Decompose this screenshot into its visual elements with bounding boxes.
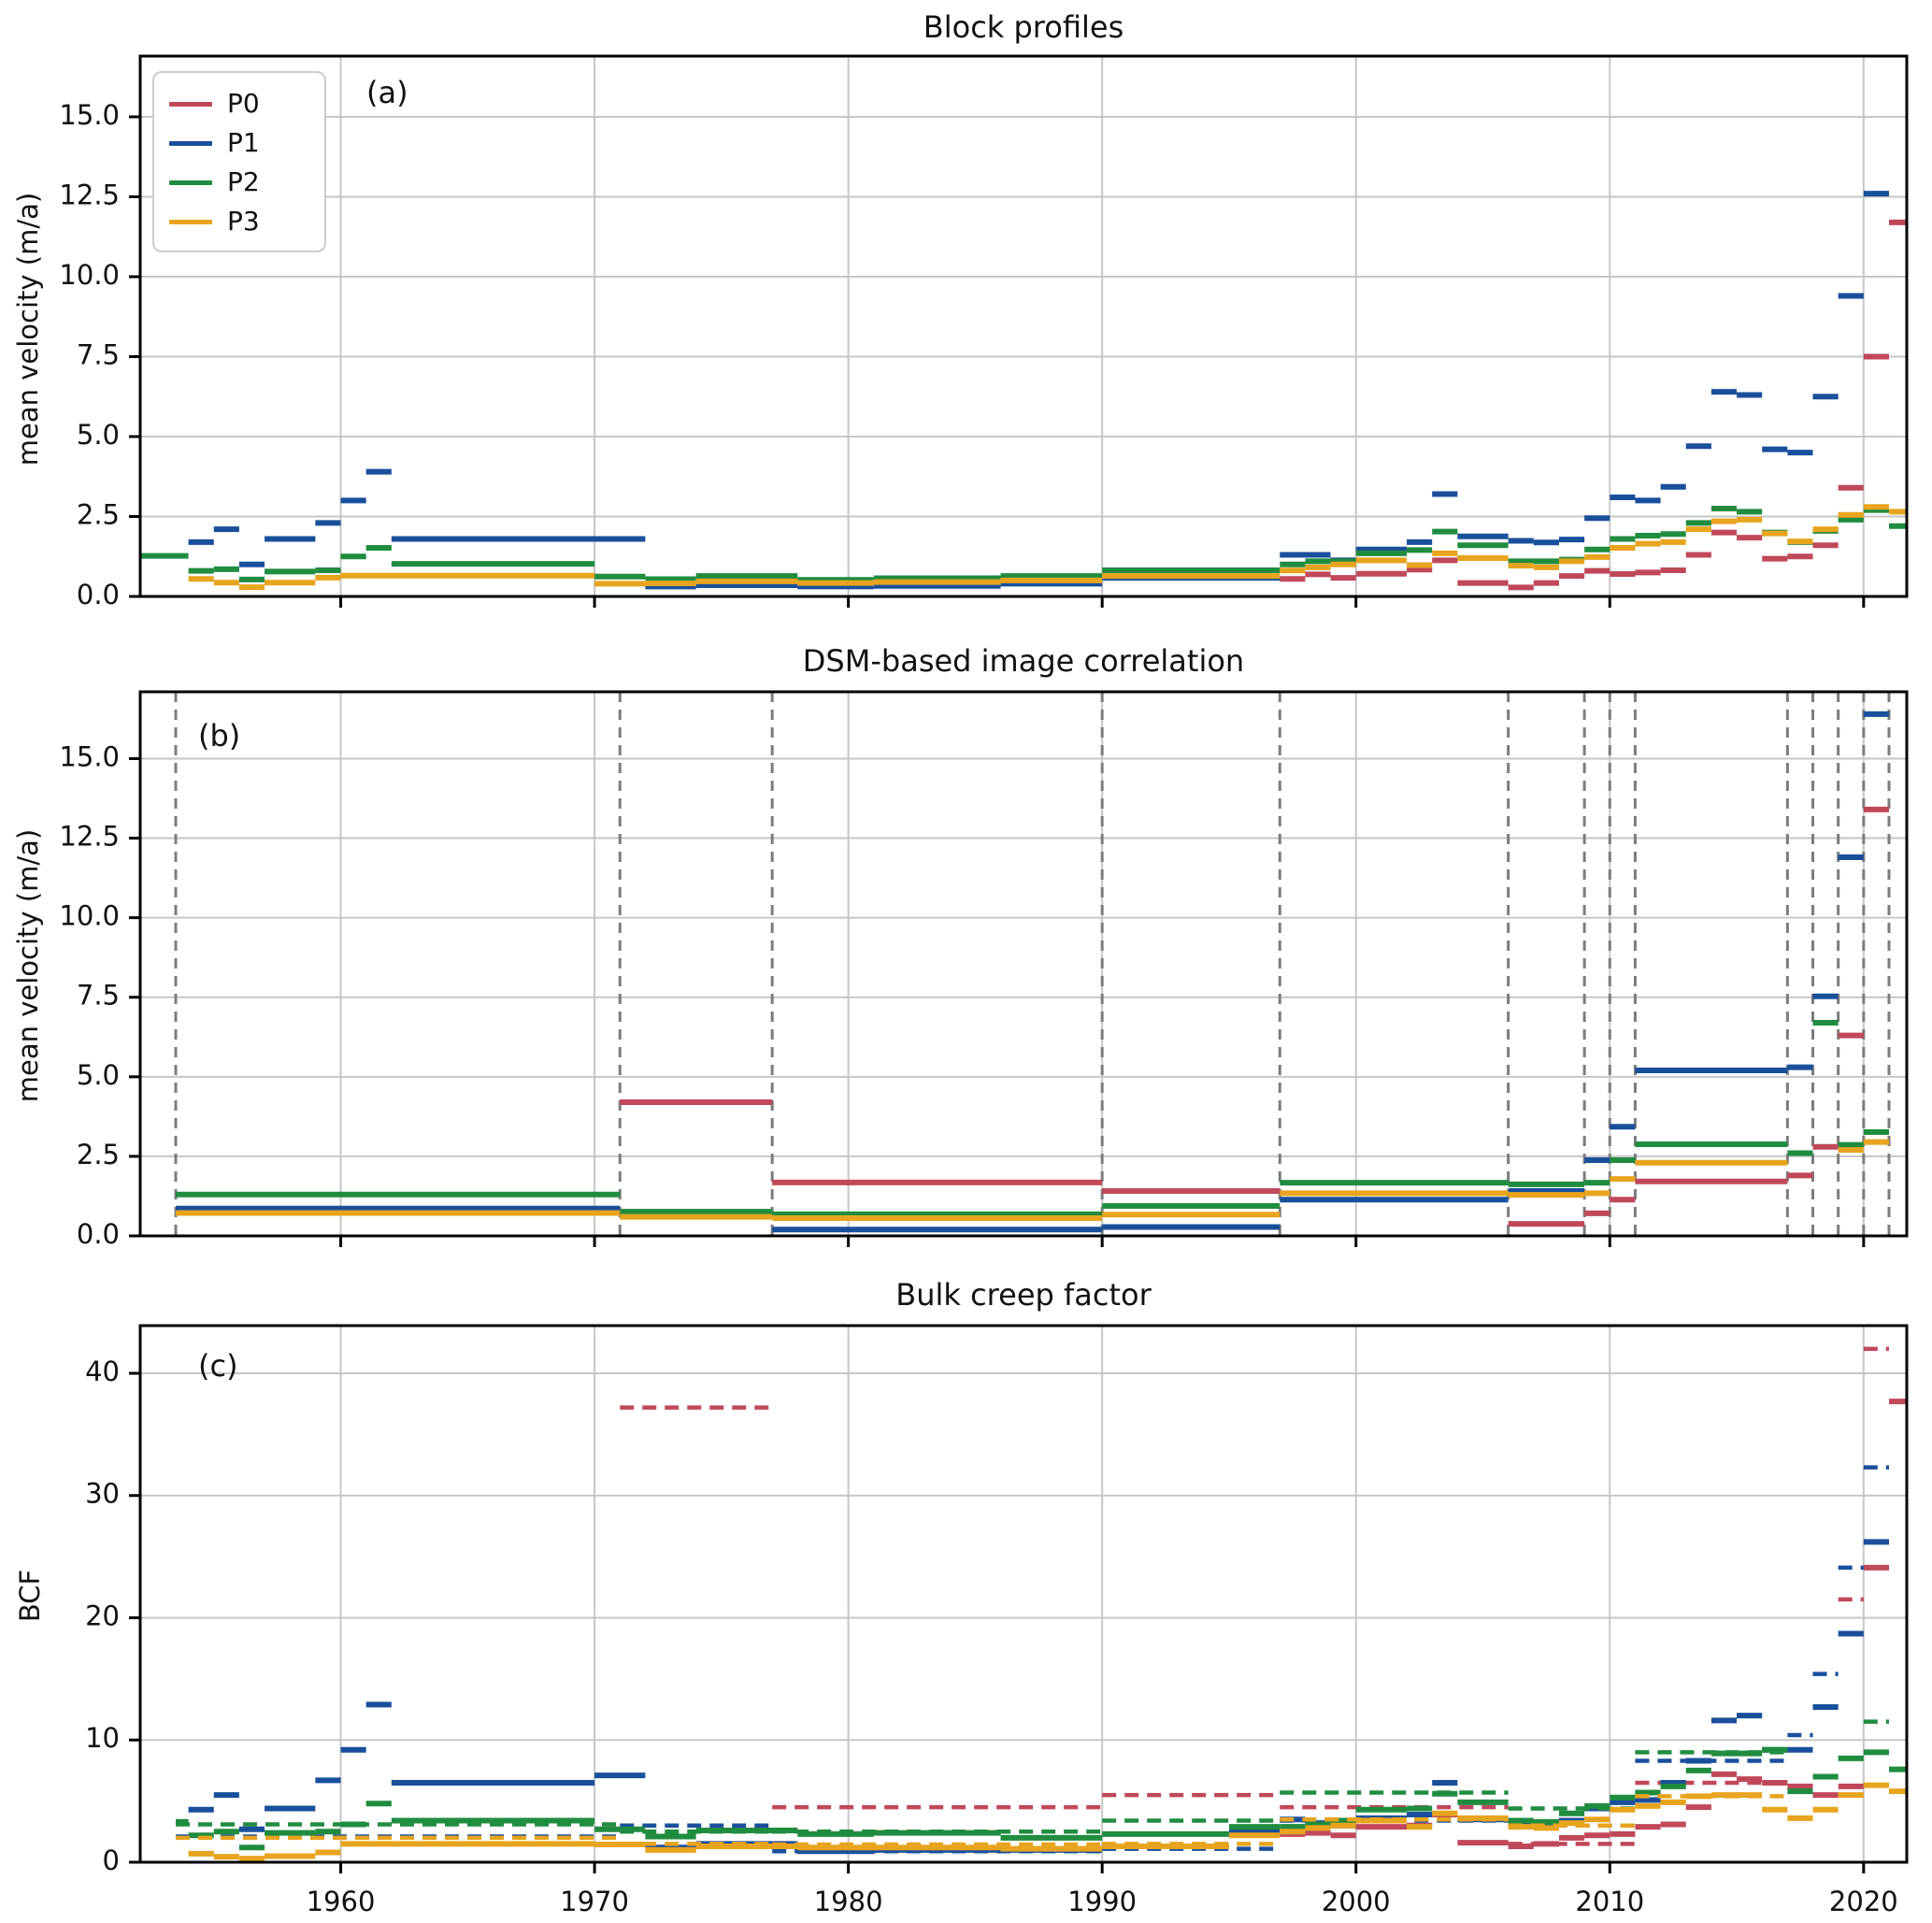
series-b-P2 xyxy=(176,1019,1889,1217)
series-a-P1 xyxy=(188,191,1889,590)
xtick-label: 1990 xyxy=(1067,1886,1137,1917)
ytick-label-c: 10 xyxy=(85,1722,120,1754)
panel-b-label: (b) xyxy=(198,718,241,753)
ytick-label-c: 40 xyxy=(85,1356,120,1387)
ytick-label-a: 7.5 xyxy=(77,338,120,370)
xtick-label: 2020 xyxy=(1829,1886,1898,1917)
legend-line-p1-icon xyxy=(169,140,212,146)
ticks-a: 0.0 2.5 5.0 7.5 10.0 12.5 15.0 xyxy=(59,99,1866,610)
dsm-date-vlines xyxy=(174,692,1891,1236)
xtick-label: 1980 xyxy=(814,1886,883,1917)
panel-b-plot: 0.0 2.5 5.0 7.5 10.0 12.5 15.0 xyxy=(59,690,1909,1250)
panel-a-frame xyxy=(138,54,1909,598)
ytick-label-b: 7.5 xyxy=(77,980,120,1012)
xtick-label: 2000 xyxy=(1322,1886,1391,1917)
gridlines-a xyxy=(140,56,1907,597)
gridlines-b xyxy=(140,692,1907,1237)
ytick-label-b: 2.5 xyxy=(77,1139,120,1170)
legend-entry-p1: P1 xyxy=(169,123,309,163)
panel-c-ylabel: BCF xyxy=(14,1569,46,1623)
ytick-label-b: 15.0 xyxy=(59,740,120,772)
xtick-label: 1970 xyxy=(560,1886,629,1917)
legend-entry-p0: P0 xyxy=(169,84,309,123)
panel-b-ylabel: mean velocity (m/a) xyxy=(12,828,44,1103)
ticks-b: 0.0 2.5 5.0 7.5 10.0 12.5 15.0 xyxy=(59,740,1866,1250)
panel-a-label: (a) xyxy=(366,75,408,110)
ytick-label-b: 10.0 xyxy=(59,900,120,932)
panel-c-plot: 0 10 20 30 40 1960 1970 1980 1990 2000 2010 2020 xyxy=(85,1324,1909,1917)
panel-a-title: Block profiles xyxy=(923,9,1124,45)
legend-label-p3: P3 xyxy=(227,206,260,237)
series-c-P1-dsm xyxy=(176,1465,1889,1854)
ytick-label-b: 0.0 xyxy=(77,1218,120,1250)
ytick-label-b: 5.0 xyxy=(77,1059,120,1091)
series-c-P2-dsm xyxy=(176,1719,1889,1834)
legend-label-p0: P0 xyxy=(227,88,260,119)
panel-c-label: (c) xyxy=(198,1348,238,1384)
legend-line-p2-icon xyxy=(169,179,212,185)
xtick-label: 1960 xyxy=(307,1886,376,1917)
xtick-label: 2010 xyxy=(1575,1886,1644,1917)
panel-b-title: DSM-based image correlation xyxy=(802,643,1245,679)
ytick-label-a: 0.0 xyxy=(77,579,120,610)
legend: P0 P1 P2 P3 xyxy=(152,71,326,252)
panel-a-ylabel: mean velocity (m/a) xyxy=(12,192,44,466)
series-b-P0 xyxy=(620,806,1889,1227)
legend-line-p3-icon xyxy=(169,219,212,224)
panel-c-frame xyxy=(138,1324,1909,1864)
series-c-P1-blocks xyxy=(188,1539,1889,1855)
legend-entry-p2: P2 xyxy=(169,163,309,202)
ytick-label-a: 12.5 xyxy=(59,179,120,210)
panel-b-frame xyxy=(138,690,1909,1238)
legend-label-p1: P1 xyxy=(227,127,260,158)
series-a-P3 xyxy=(188,504,1907,591)
ytick-label-a: 2.5 xyxy=(77,498,120,530)
legend-entry-p3: P3 xyxy=(169,202,309,241)
ticks-c: 0 10 20 30 40 1960 1970 1980 1990 2000 2010 2020 xyxy=(85,1356,1898,1917)
ytick-label-a: 10.0 xyxy=(59,259,120,291)
ytick-label-c: 20 xyxy=(85,1600,120,1631)
panel-a-plot: 0.0 2.5 5.0 7.5 10.0 12.5 15.0 xyxy=(59,54,1909,610)
ytick-label-b: 12.5 xyxy=(59,821,120,853)
series-c-P3-dsm xyxy=(176,1794,1788,1847)
ytick-label-c: 30 xyxy=(85,1478,120,1510)
ytick-label-a: 15.0 xyxy=(59,99,120,131)
series-b-P1 xyxy=(176,710,1889,1233)
series-b-P3 xyxy=(176,1139,1889,1221)
legend-line-p0-icon xyxy=(169,101,212,107)
ytick-label-c: 0 xyxy=(103,1844,120,1876)
series-a-P0 xyxy=(1280,219,1907,591)
ytick-label-a: 5.0 xyxy=(77,419,120,451)
series-c-P0-blocks xyxy=(1280,1399,1907,1850)
legend-label-p2: P2 xyxy=(227,166,260,197)
panel-c-title: Bulk creep factor xyxy=(895,1277,1152,1313)
